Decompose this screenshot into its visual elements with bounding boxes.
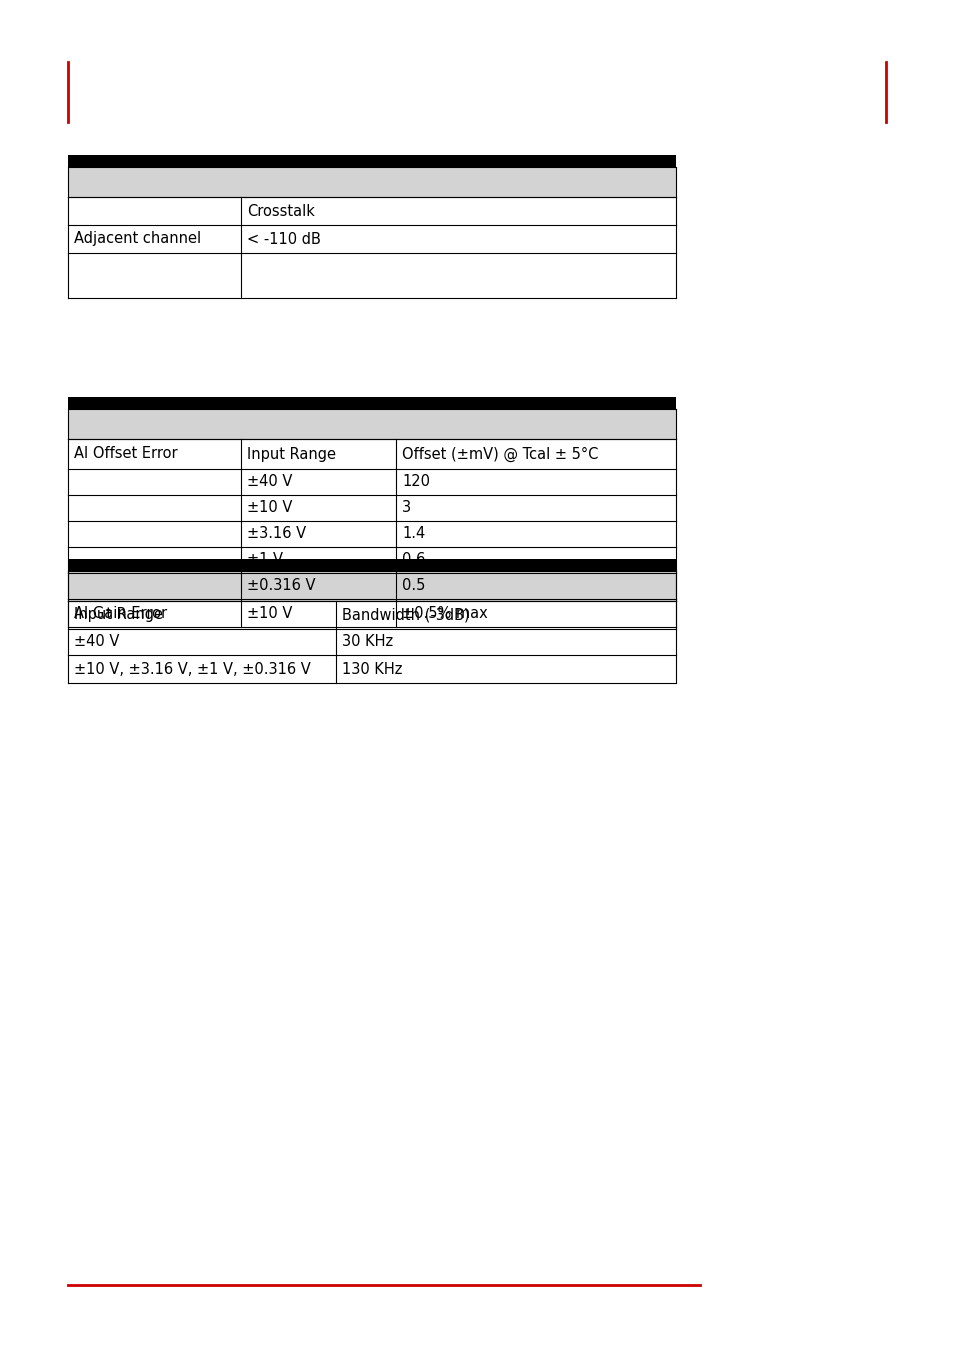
Text: 30 KHz: 30 KHz xyxy=(341,634,393,649)
Text: ±40 V: ±40 V xyxy=(247,475,293,489)
Bar xyxy=(68,571,676,602)
Text: 0.5: 0.5 xyxy=(402,579,425,594)
Bar xyxy=(241,224,676,253)
Bar xyxy=(241,197,676,224)
Bar xyxy=(68,197,241,224)
Text: Input Range: Input Range xyxy=(74,607,163,622)
Bar xyxy=(241,599,395,627)
Bar xyxy=(68,410,676,439)
Text: ±10 V: ±10 V xyxy=(247,500,293,515)
Text: ±0.316 V: ±0.316 V xyxy=(247,579,315,594)
Bar xyxy=(241,439,395,469)
Bar xyxy=(68,521,241,548)
Text: Bandwidth (-3dB): Bandwidth (-3dB) xyxy=(341,607,469,622)
Bar xyxy=(241,253,676,297)
Bar xyxy=(395,439,676,469)
Text: Input Range: Input Range xyxy=(247,446,335,461)
Bar xyxy=(68,397,676,410)
Text: Crosstalk: Crosstalk xyxy=(247,204,314,219)
Text: ±10 V, ±3.16 V, ±1 V, ±0.316 V: ±10 V, ±3.16 V, ±1 V, ±0.316 V xyxy=(74,661,311,676)
Bar xyxy=(395,599,676,627)
Bar xyxy=(68,439,241,469)
Bar xyxy=(68,224,241,253)
Bar xyxy=(395,573,676,599)
Text: 0.6: 0.6 xyxy=(402,553,425,568)
Text: ±0.5% max: ±0.5% max xyxy=(402,606,488,621)
Bar xyxy=(395,495,676,521)
Bar xyxy=(68,253,241,297)
Text: ±10 V: ±10 V xyxy=(247,606,293,621)
Text: Adjacent channel: Adjacent channel xyxy=(74,231,201,246)
Text: < -110 dB: < -110 dB xyxy=(247,231,321,246)
Text: 120: 120 xyxy=(402,475,430,489)
Text: 3: 3 xyxy=(402,500,411,515)
Bar xyxy=(241,521,395,548)
Text: 130 KHz: 130 KHz xyxy=(341,661,401,676)
Bar xyxy=(241,469,395,495)
Bar xyxy=(241,548,395,573)
Text: AI Gain Error: AI Gain Error xyxy=(74,606,167,621)
Bar xyxy=(68,599,241,627)
Bar xyxy=(68,548,241,573)
Bar xyxy=(68,602,335,629)
Bar xyxy=(395,469,676,495)
Bar xyxy=(68,573,241,599)
Text: AI Offset Error: AI Offset Error xyxy=(74,446,177,461)
Bar xyxy=(335,602,676,629)
Bar xyxy=(241,573,395,599)
Text: ±40 V: ±40 V xyxy=(74,634,119,649)
Text: 1.4: 1.4 xyxy=(402,526,425,542)
Bar xyxy=(68,629,335,654)
Bar xyxy=(335,654,676,683)
Bar xyxy=(395,521,676,548)
Bar xyxy=(68,155,676,168)
Bar xyxy=(241,495,395,521)
Bar xyxy=(68,495,241,521)
Bar xyxy=(335,629,676,654)
Bar xyxy=(68,654,335,683)
Bar xyxy=(68,469,241,495)
Bar xyxy=(68,168,676,197)
Bar xyxy=(68,558,676,571)
Text: Offset (±mV) @ Tcal ± 5°C: Offset (±mV) @ Tcal ± 5°C xyxy=(402,446,598,461)
Text: ±1 V: ±1 V xyxy=(247,553,283,568)
Bar xyxy=(395,548,676,573)
Text: ±3.16 V: ±3.16 V xyxy=(247,526,306,542)
